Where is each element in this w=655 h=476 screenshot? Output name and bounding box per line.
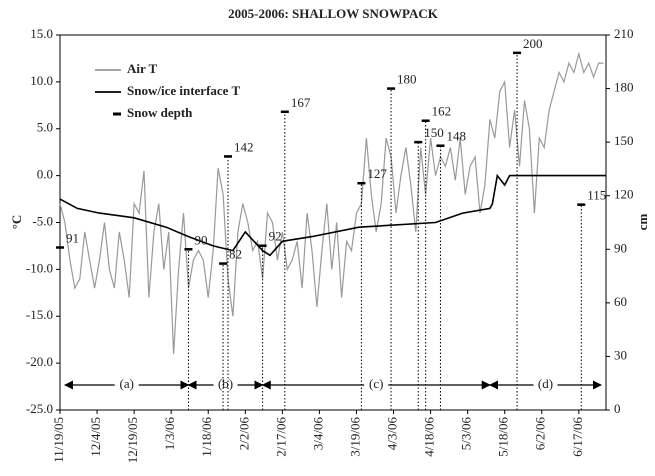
x-tick-label: 6/17/06 xyxy=(570,417,585,457)
depth-label: 90 xyxy=(194,232,207,247)
y-tick-label: -5.0 xyxy=(32,213,53,228)
depth-label: 167 xyxy=(291,95,311,110)
y2-tick-label: 210 xyxy=(614,26,634,41)
line xyxy=(59,173,606,257)
depth-label: 82 xyxy=(229,247,242,262)
legend-label: Snow depth xyxy=(127,105,193,120)
x-tick-label: 3/19/06 xyxy=(347,417,362,457)
depth-label: 115 xyxy=(587,188,606,203)
y2-tick-label: 90 xyxy=(614,240,627,255)
x-tick-label: 11/19/05 xyxy=(51,417,66,463)
x-tick-label: 5/3/06 xyxy=(459,417,474,451)
depth-label: 180 xyxy=(397,72,417,87)
depth-label: 148 xyxy=(446,129,466,144)
depth-label: 142 xyxy=(234,139,254,154)
legend-label: Snow/ice interface T xyxy=(127,83,240,98)
x-tick-label: 4/18/06 xyxy=(422,417,437,457)
line xyxy=(59,51,604,354)
x-tick-label: 12/19/05 xyxy=(125,417,140,463)
y2-tick-label: 120 xyxy=(614,187,634,202)
period-label: (b) xyxy=(218,376,233,391)
depth-label: 162 xyxy=(432,104,452,119)
y2-tick-label: 30 xyxy=(614,347,627,362)
y-tick-label: 5.0 xyxy=(37,120,53,135)
period-label-bg xyxy=(533,377,558,393)
x-tick-label: 2/17/06 xyxy=(273,417,288,457)
depth-label: 91 xyxy=(66,230,79,245)
depth-label: 92 xyxy=(269,229,282,244)
x-tick-label: 3/4/06 xyxy=(310,417,325,451)
x-tick-label: 12/4/05 xyxy=(88,417,103,457)
y2-axis-label: cm xyxy=(635,214,650,231)
period-label: (c) xyxy=(369,376,383,391)
x-tick-label: 6/2/06 xyxy=(533,417,548,451)
y2-tick-label: 150 xyxy=(614,133,634,148)
period-label: (a) xyxy=(119,376,133,391)
period-label: (d) xyxy=(538,376,553,391)
x-tick-label: 1/3/06 xyxy=(162,417,177,451)
chart-title: 2005-2006: SHALLOW SNOWPACK xyxy=(228,6,439,21)
x-tick-label: 4/3/06 xyxy=(385,417,400,451)
x-tick-label: 5/18/06 xyxy=(496,417,511,457)
y-tick-label: -20.0 xyxy=(26,354,53,369)
legend-label: Air T xyxy=(127,61,158,76)
y-axis-label: °C xyxy=(9,215,24,230)
y2-tick-label: 0 xyxy=(614,401,621,416)
y2-tick-label: 60 xyxy=(614,294,627,309)
x-tick-label: 1/18/06 xyxy=(199,417,214,457)
depth-label: 127 xyxy=(367,166,387,181)
y-tick-label: 15.0 xyxy=(30,26,53,41)
x-tick-label: 2/2/06 xyxy=(236,417,251,451)
y-tick-label: -10.0 xyxy=(26,260,53,275)
y-tick-label: -25.0 xyxy=(26,401,53,416)
y2-tick-label: 180 xyxy=(614,80,634,95)
y-tick-label: 0.0 xyxy=(37,167,53,182)
y-tick-label: -15.0 xyxy=(26,307,53,322)
depth-label: 150 xyxy=(424,125,444,140)
period-label-bg xyxy=(213,377,238,393)
depth-label: 200 xyxy=(523,36,543,51)
period-label-bg xyxy=(114,377,139,393)
period-label-bg xyxy=(364,377,389,393)
y-tick-label: 10.0 xyxy=(30,73,53,88)
